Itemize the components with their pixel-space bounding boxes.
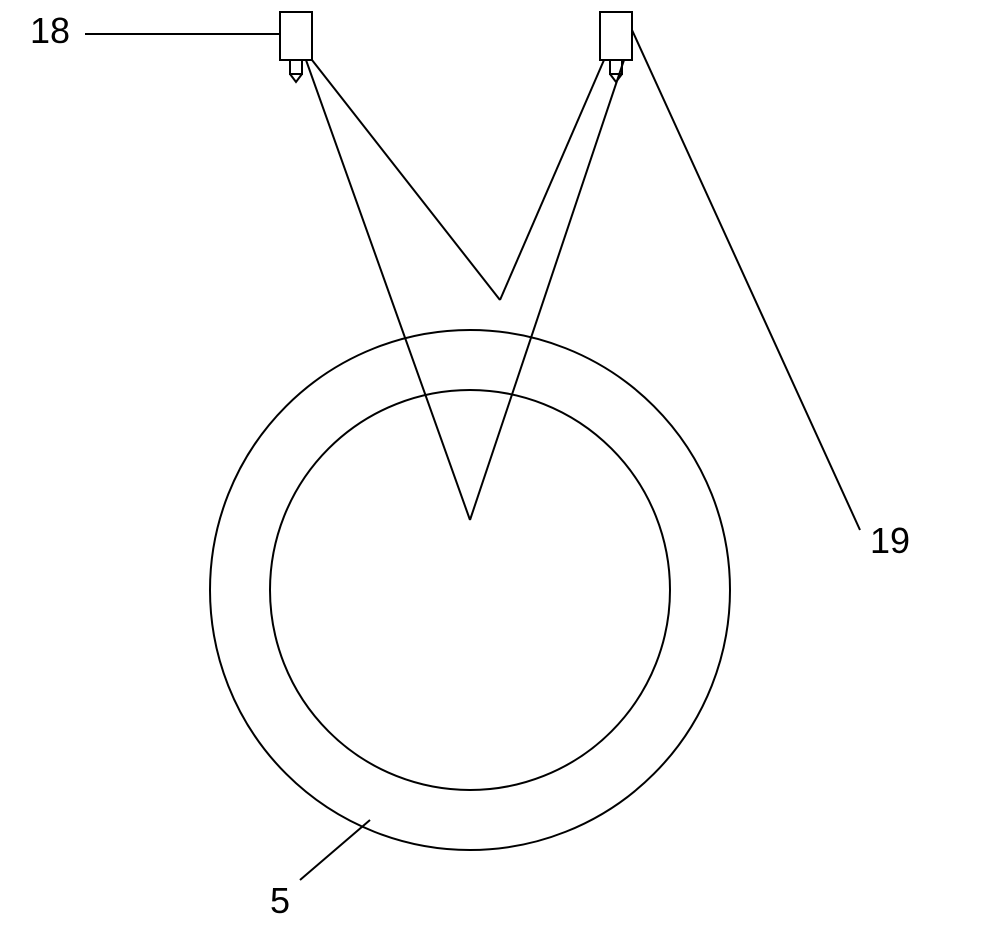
outer-ring <box>210 330 730 850</box>
left-v-left-line <box>306 60 470 520</box>
lead-line-19 <box>632 30 860 530</box>
left-device-box <box>280 12 312 60</box>
left-v-right-line <box>312 60 500 300</box>
technical-diagram: 18 19 5 <box>0 0 1000 942</box>
lead-line-5 <box>300 820 370 880</box>
label-5: 5 <box>270 880 290 922</box>
left-device-nozzle <box>290 60 302 74</box>
left-device-tip <box>290 74 302 82</box>
label-18: 18 <box>30 10 70 52</box>
label-19: 19 <box>870 520 910 562</box>
right-device-box <box>600 12 632 60</box>
diagram-svg <box>0 0 1000 942</box>
inner-ring <box>270 390 670 790</box>
right-v-left-line <box>500 60 604 300</box>
